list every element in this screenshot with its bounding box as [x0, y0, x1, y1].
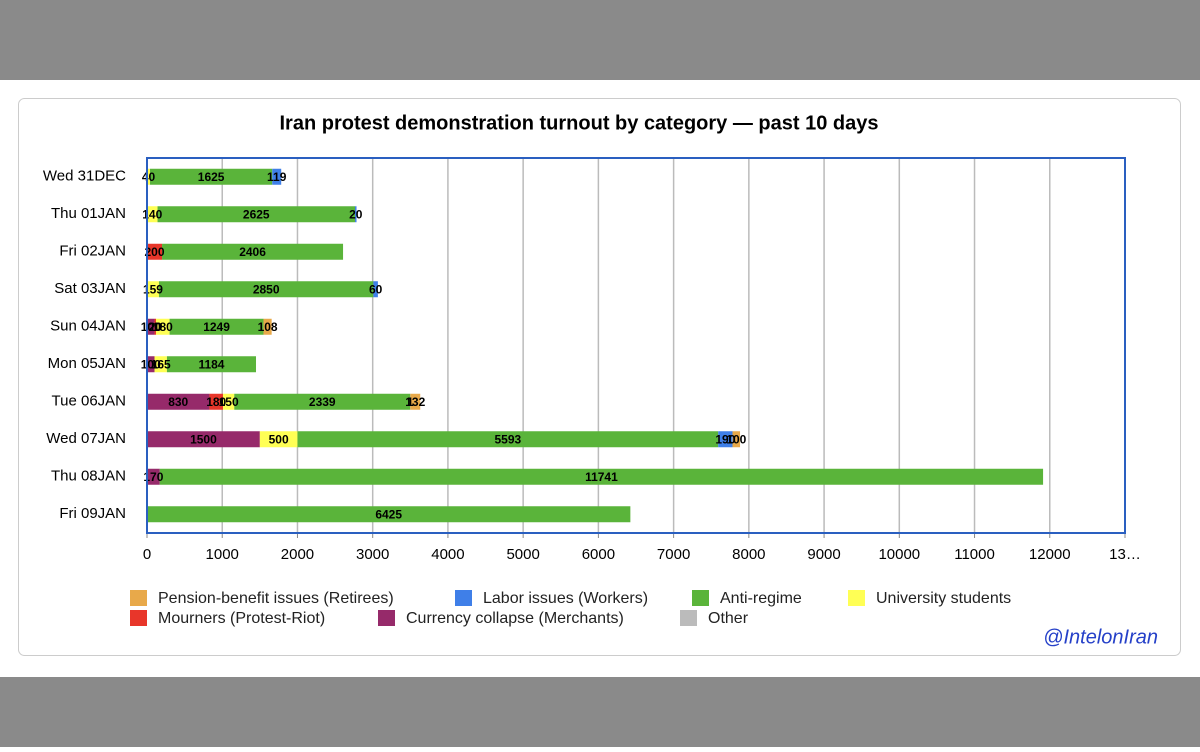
y-tick-label: Wed 31DEC — [43, 168, 126, 185]
legend-swatch — [692, 590, 709, 606]
data-label: 180 — [153, 320, 173, 334]
data-label: 2339 — [309, 395, 336, 409]
data-label: 1500 — [190, 432, 217, 446]
legend-label: Currency collapse (Merchants) — [406, 610, 624, 627]
legend-label: University students — [876, 590, 1011, 607]
data-label: 132 — [405, 395, 425, 409]
legend-label: Labor issues (Workers) — [483, 590, 648, 607]
y-tick-label: Fri 02JAN — [59, 243, 126, 260]
data-label: 165 — [151, 357, 171, 371]
x-tick-label: 11000 — [954, 546, 995, 563]
y-tick-label: Tue 06JAN — [52, 393, 126, 410]
data-label: 1625 — [198, 170, 225, 184]
data-label: 20 — [349, 207, 363, 221]
data-label: 60 — [369, 282, 383, 296]
data-label: 2625 — [243, 207, 270, 221]
data-label: 2406 — [239, 245, 266, 259]
legend-label: Mourners (Protest-Riot) — [158, 610, 325, 627]
data-label: 150 — [219, 395, 239, 409]
x-tick-label: 8000 — [732, 546, 765, 563]
y-tick-label: Thu 01JAN — [51, 205, 126, 222]
x-tick-label: 13… — [1109, 546, 1141, 563]
y-tick-label: Thu 08JAN — [51, 468, 126, 485]
data-label: 2850 — [253, 282, 280, 296]
x-tick-label: 0 — [143, 546, 151, 563]
x-tick-label: 1000 — [206, 546, 239, 563]
x-tick-label: 6000 — [582, 546, 615, 563]
legend-swatch — [680, 610, 697, 626]
x-tick-label: 5000 — [506, 546, 539, 563]
x-tick-label: 10000 — [878, 546, 920, 563]
chart-title: Iran protest demonstration turnout by ca… — [279, 112, 878, 134]
data-label: 5593 — [494, 432, 521, 446]
legend-swatch — [455, 590, 472, 606]
legend-swatch — [848, 590, 865, 606]
y-tick-label: Mon 05JAN — [48, 355, 126, 372]
watermark: @IntelonIran — [1043, 626, 1158, 648]
legend-swatch — [378, 610, 395, 626]
data-label: 500 — [269, 432, 289, 446]
data-label: 830 — [168, 395, 188, 409]
bottom-band — [0, 677, 1200, 747]
y-tick-label: Sun 04JAN — [50, 318, 126, 335]
y-tick-label: Fri 09JAN — [59, 505, 126, 522]
legend-swatch — [130, 590, 147, 606]
legend-label: Pension-benefit issues (Retirees) — [158, 590, 394, 607]
data-label: 6425 — [375, 507, 402, 521]
data-label: 100 — [726, 432, 746, 446]
x-tick-label: 9000 — [807, 546, 840, 563]
legend-label: Anti-regime — [720, 590, 802, 607]
legend-label: Other — [708, 610, 749, 627]
data-label: 1249 — [203, 320, 230, 334]
legend-swatch — [130, 610, 147, 626]
y-tick-label: Wed 07JAN — [46, 430, 126, 447]
data-label: 11741 — [585, 470, 618, 484]
x-tick-label: 4000 — [431, 546, 464, 563]
y-tick-label: Sat 03JAN — [54, 280, 126, 297]
data-label: 140 — [142, 207, 162, 221]
x-tick-label: 2000 — [281, 546, 314, 563]
x-tick-label: 3000 — [356, 546, 389, 563]
x-tick-label: 7000 — [657, 546, 690, 563]
data-label: 119 — [267, 170, 287, 184]
data-label: 108 — [258, 320, 278, 334]
data-label: 40 — [142, 170, 156, 184]
data-label: 1184 — [198, 357, 224, 371]
x-tick-label: 12000 — [1029, 546, 1071, 563]
top-band — [0, 0, 1200, 80]
